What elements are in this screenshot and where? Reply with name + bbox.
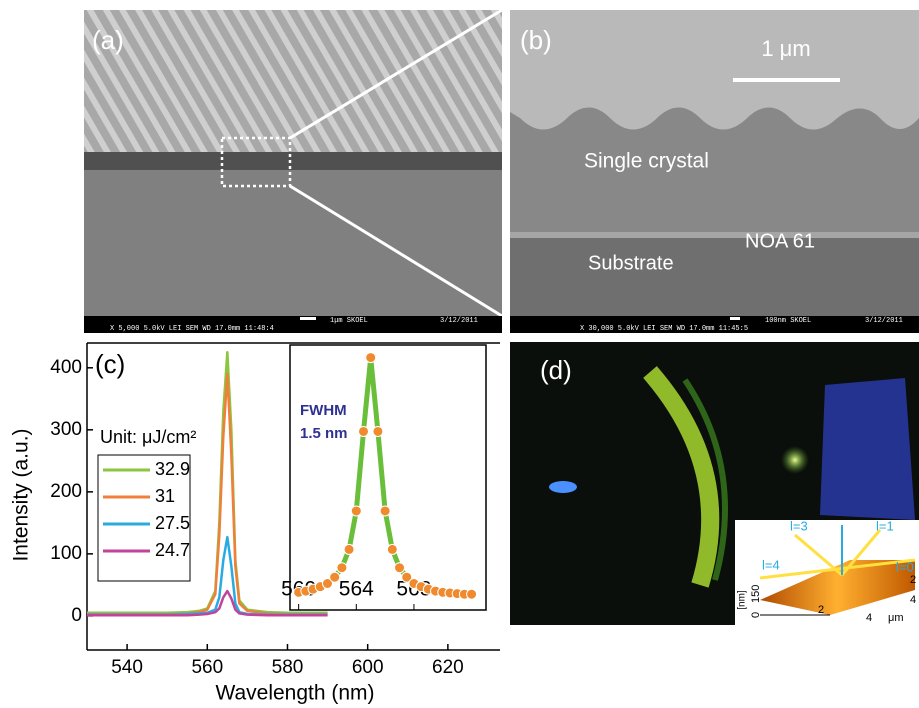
mode-label: l=3 bbox=[790, 518, 808, 533]
sem-scalebar: 1μm SKOEL bbox=[330, 317, 368, 325]
panel-b: (b) 1 μm Single crystal NOA 61 Substrate… bbox=[510, 10, 919, 333]
x-tick-label: 540 bbox=[111, 657, 143, 678]
data-point bbox=[366, 353, 376, 363]
layer-label: NOA 61 bbox=[745, 230, 815, 252]
annotation: FWHM bbox=[300, 402, 347, 419]
sem-scalebar: 100nm SKOEL bbox=[765, 317, 811, 325]
data-point bbox=[344, 544, 354, 554]
y-tick-label: 300 bbox=[50, 419, 82, 440]
data-point bbox=[359, 426, 369, 436]
y-tick: 4 bbox=[910, 594, 916, 606]
data-point bbox=[330, 572, 340, 582]
y-tick-label: 400 bbox=[50, 357, 82, 378]
x-tick-label: 620 bbox=[432, 657, 464, 678]
panel-label: (b) bbox=[520, 25, 552, 55]
y-axis-label: Intensity (a.u.) bbox=[10, 428, 33, 561]
x-tick: 2 bbox=[818, 604, 824, 616]
z-tick: 0 bbox=[750, 612, 762, 618]
layer-label: Substrate bbox=[588, 252, 674, 274]
sem-date: 3/12/2011 bbox=[440, 317, 478, 325]
legend-label: 32.9 bbox=[155, 459, 190, 479]
x-tick-label: 560 bbox=[191, 657, 223, 678]
x-axis-label: Wavelength (nm) bbox=[215, 682, 374, 705]
data-point bbox=[395, 563, 405, 573]
sem-date: 3/12/2011 bbox=[865, 317, 903, 325]
scalebar-label: 1 μm bbox=[761, 36, 810, 61]
mode-label: l=4 bbox=[762, 557, 780, 572]
unit: μm bbox=[888, 612, 904, 624]
y-tick-label: 0 bbox=[71, 605, 82, 626]
z-tick: 150 bbox=[750, 585, 762, 603]
sem-footer: X 5,000 5.0kV LEI SEM WD 17.0mm 11:48:4 bbox=[110, 325, 274, 333]
x-tick-label: 580 bbox=[272, 657, 304, 678]
panel-label: (d) bbox=[540, 355, 572, 385]
data-point bbox=[380, 506, 390, 516]
x-tick-label: 564 bbox=[339, 578, 374, 601]
data-point bbox=[467, 589, 477, 599]
y-tick-label: 100 bbox=[50, 543, 82, 564]
data-point bbox=[373, 426, 383, 436]
panel-label: (c) bbox=[95, 349, 125, 379]
legend-label: 24.7 bbox=[155, 540, 190, 560]
x-tick-label: 600 bbox=[352, 657, 384, 678]
data-point bbox=[387, 544, 397, 554]
data-point bbox=[351, 506, 361, 516]
legend-label: 31 bbox=[155, 486, 175, 506]
panel-label: (a) bbox=[92, 25, 124, 55]
inset-frame bbox=[290, 345, 486, 610]
x-tick: 4 bbox=[866, 612, 872, 624]
mode-label: l=1 bbox=[876, 518, 894, 533]
y-tick-label: 200 bbox=[50, 481, 82, 502]
layer-label: Single crystal bbox=[584, 150, 709, 173]
mode-label: l=0 bbox=[896, 559, 914, 574]
legend-title: Unit: μJ/cm² bbox=[100, 427, 196, 447]
sem-footer: X 30,000 5.0kV LEI SEM WD 17.0mm 11:45:5 bbox=[580, 325, 748, 333]
z-label: [nm] bbox=[737, 590, 748, 610]
legend-label: 27.5 bbox=[155, 513, 190, 533]
data-point bbox=[337, 563, 347, 573]
panel-d: (d) l=3 l=1 l=4 l=0 [nm] 0 150 2 4 μm 2 … bbox=[510, 342, 919, 625]
panel-a: (a) 1μm SKOEL 3/12/2011 X 5,000 5.0kV LE… bbox=[84, 10, 502, 333]
annotation: 1.5 nm bbox=[300, 425, 348, 442]
y-tick: 2 bbox=[910, 574, 916, 586]
figure: (a) 1μm SKOEL 3/12/2011 X 5,000 5.0kV LE… bbox=[0, 0, 919, 708]
